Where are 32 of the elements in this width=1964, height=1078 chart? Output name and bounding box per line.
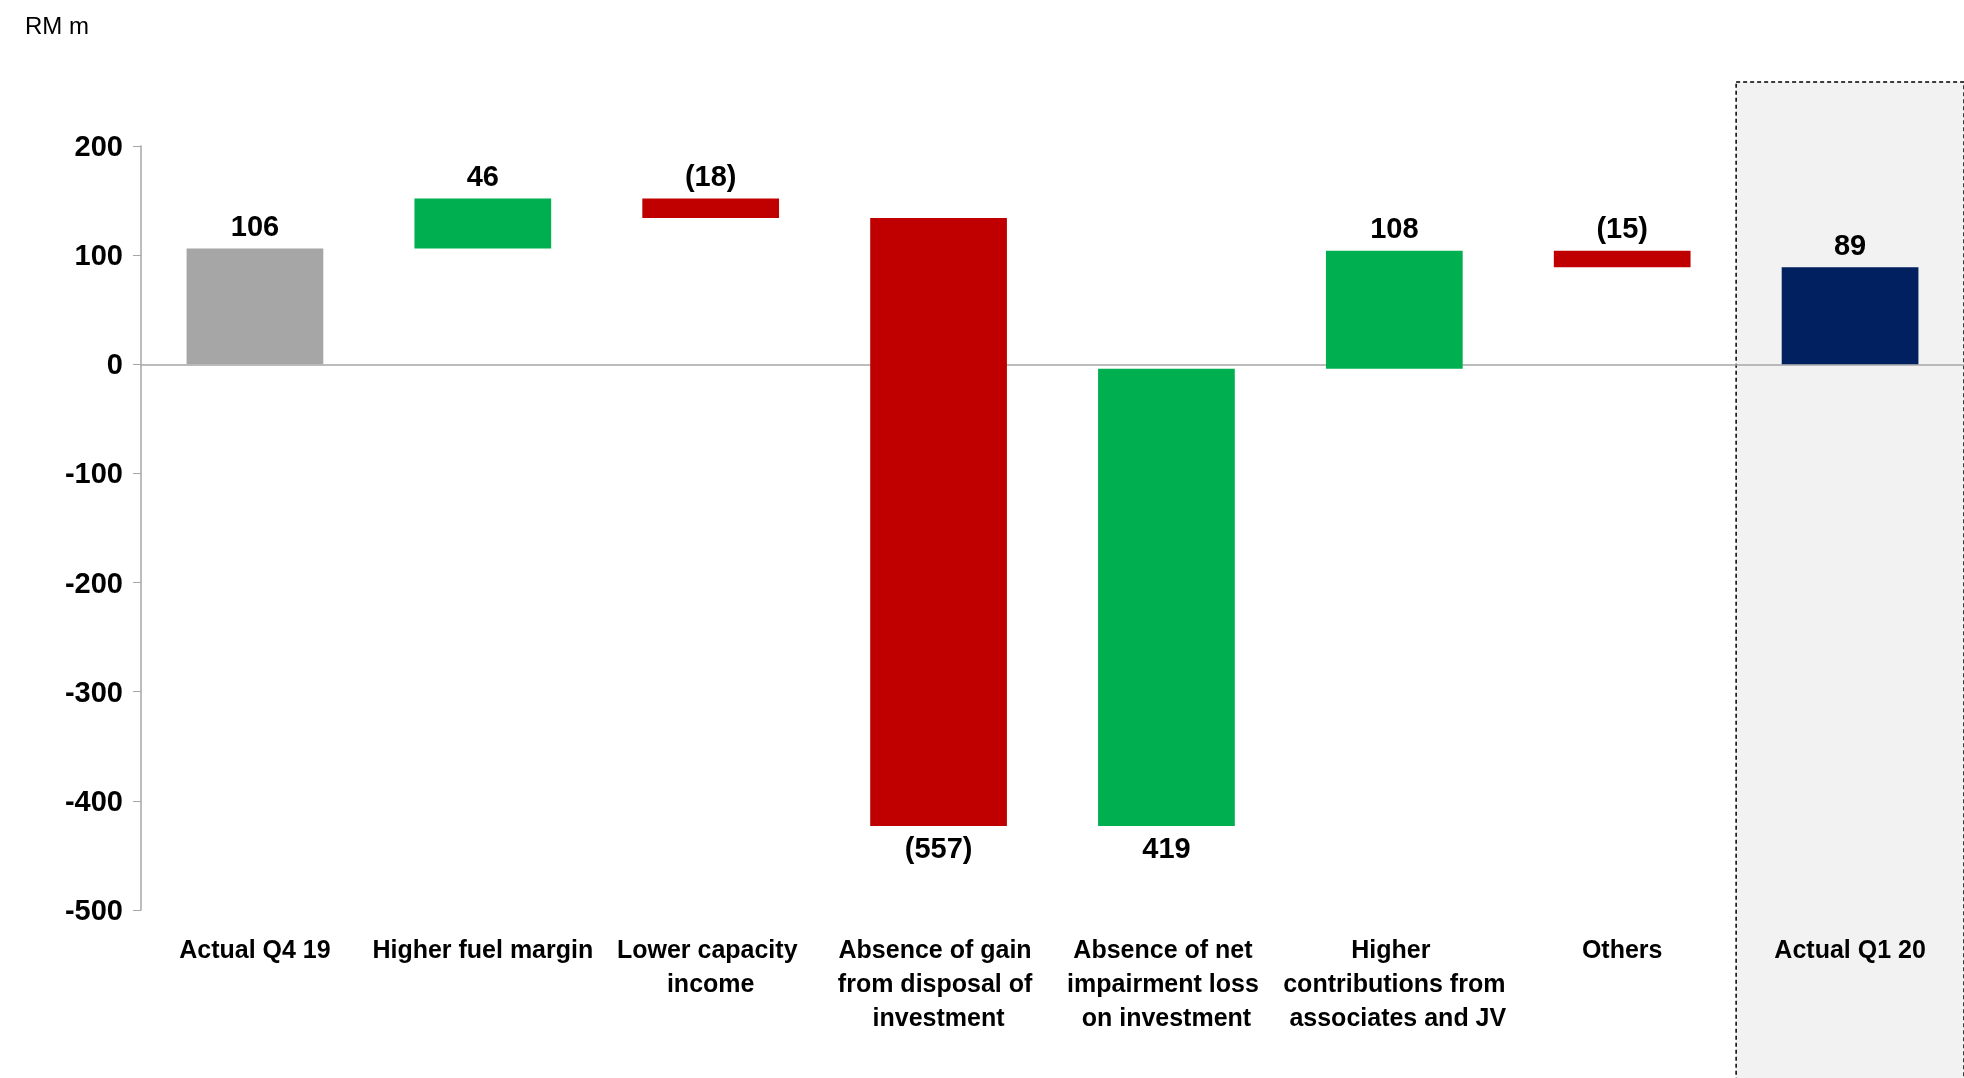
data-label: 106 xyxy=(230,210,280,243)
data-label: (15) xyxy=(1596,212,1648,245)
data-label: 89 xyxy=(1833,228,1867,261)
y-tick-label: 200 xyxy=(74,130,123,162)
data-label: 419 xyxy=(1142,832,1191,865)
bar xyxy=(1553,250,1691,268)
y-tick-label: 100 xyxy=(74,239,123,272)
x-tick-label: Absence of net impairment loss on investment xyxy=(1067,935,1266,1031)
bar xyxy=(1325,250,1463,369)
y-tick-label: -200 xyxy=(64,566,123,599)
bar xyxy=(1098,368,1235,826)
data-label: 46 xyxy=(466,159,499,192)
x-tick-label: Lower capacity income xyxy=(616,935,805,997)
data-label: (18) xyxy=(684,159,737,192)
x-tick-label: Others xyxy=(1581,935,1663,963)
x-tick-label: Higher contributions from associates and JV xyxy=(1282,935,1507,1031)
y-axis-title: RM m xyxy=(25,11,89,39)
x-tick-label: Higher fuel margin xyxy=(372,935,594,963)
data-label: (557) xyxy=(904,832,973,865)
y-tick-label: -300 xyxy=(64,675,123,708)
bar xyxy=(642,198,780,219)
y-tick-label: -400 xyxy=(64,784,123,817)
x-tick-label: Actual Q1 20 xyxy=(1774,935,1926,963)
y-tick-label: -500 xyxy=(64,894,123,926)
bar xyxy=(414,198,552,249)
x-tick-label: Absence of gain from disposal of investment xyxy=(837,935,1040,1031)
bar xyxy=(870,218,1007,826)
y-tick-label: 0 xyxy=(106,348,123,381)
x-tick-label: Actual Q4 19 xyxy=(179,935,331,963)
data-label: 108 xyxy=(1370,212,1419,245)
y-tick-label: -100 xyxy=(64,457,123,490)
bar xyxy=(1781,267,1919,365)
